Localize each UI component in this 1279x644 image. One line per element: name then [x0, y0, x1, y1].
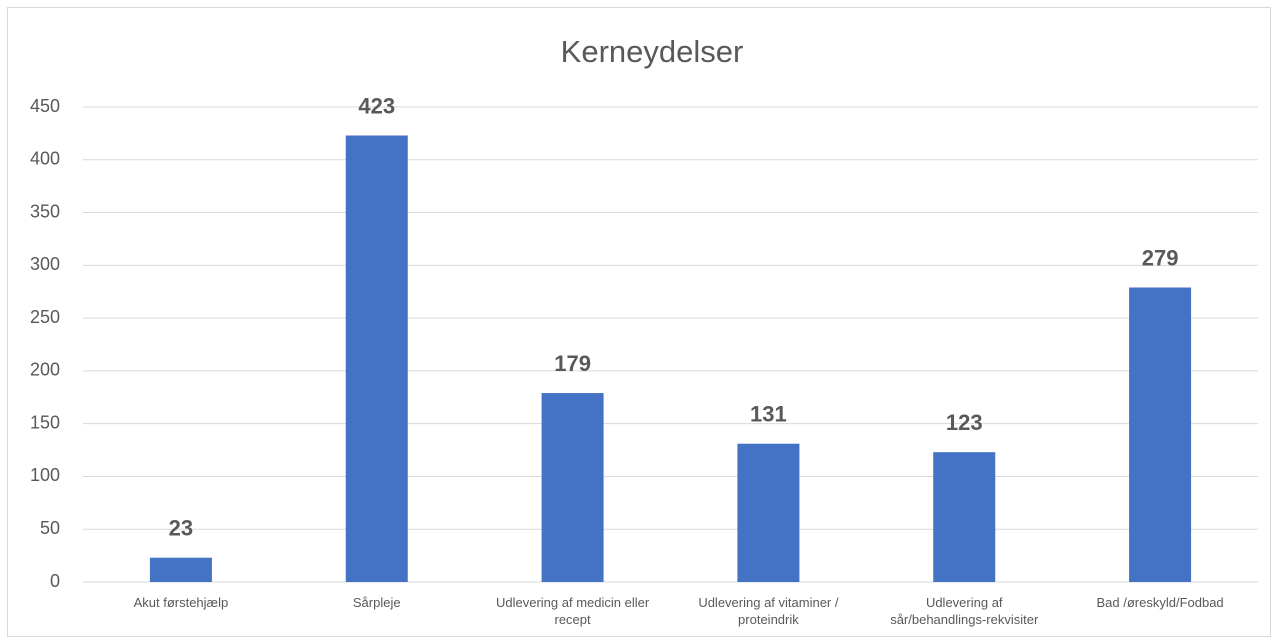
data-label: 423 [358, 93, 395, 118]
y-tick-label: 200 [30, 360, 60, 380]
data-label: 123 [946, 410, 983, 435]
x-tick-label: Akut førstehjælp [133, 595, 229, 610]
y-tick-label: 300 [30, 254, 60, 274]
data-label: 279 [1142, 245, 1179, 270]
data-label: 23 [169, 516, 193, 541]
x-tick-label: Udlevering af vitaminer / proteindrik [698, 595, 839, 627]
data-label: 131 [750, 402, 787, 427]
bar [933, 452, 996, 582]
y-tick-label: 350 [30, 201, 60, 221]
data-label: 179 [554, 351, 591, 376]
y-tick-label: 450 [30, 96, 60, 116]
y-tick-label: 150 [30, 412, 60, 432]
y-tick-label: 250 [30, 307, 60, 327]
y-tick-label: 0 [50, 571, 60, 591]
x-tick-label: Udlevering af sår/behandlings-rekvisiter [890, 595, 1039, 627]
chart-border [7, 7, 1271, 637]
chart-title: Kerneydelser [561, 34, 744, 69]
y-tick-label: 400 [30, 149, 60, 169]
bar [345, 135, 408, 582]
x-tick-label: Udlevering af medicin eller recept [495, 595, 650, 627]
bar [541, 393, 604, 582]
bar [149, 557, 212, 582]
x-tick-label: Bad /øreskyld/Fodbad [1096, 595, 1224, 610]
bar [737, 443, 800, 582]
bar [1129, 287, 1192, 582]
y-tick-label: 50 [40, 518, 60, 538]
y-tick-label: 100 [30, 465, 60, 485]
x-tick-label: Sårpleje [352, 595, 401, 610]
